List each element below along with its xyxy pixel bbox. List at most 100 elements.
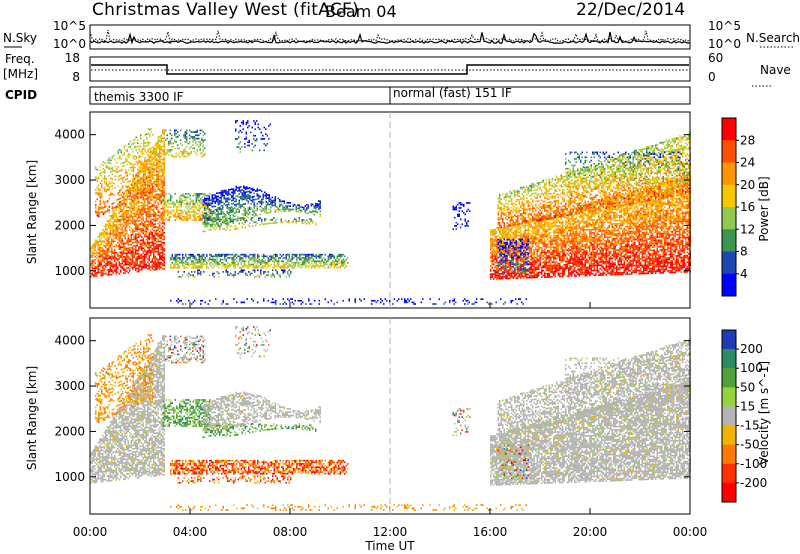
power-echo-cell	[242, 301, 244, 304]
power-echo-cell	[126, 216, 128, 219]
power-echo-cell	[198, 265, 200, 267]
power-echo-cell	[231, 199, 233, 202]
power-echo-cell	[102, 268, 104, 270]
power-echo-cell	[309, 257, 311, 259]
power-echo-cell	[162, 259, 164, 262]
power-echo-cell	[204, 220, 206, 223]
power-echo-cell	[99, 245, 101, 248]
power-echo-cell	[126, 181, 128, 184]
power-echo-cell	[252, 200, 254, 203]
power-echo-cell	[273, 265, 275, 267]
power-echo-cell	[147, 268, 149, 270]
power-echo-cell	[147, 140, 149, 143]
power-echo-cell	[186, 257, 188, 259]
power-echo-cell	[148, 194, 150, 197]
power-echo-cell	[213, 205, 215, 208]
power-echo-cell	[502, 251, 504, 254]
power-echo-cell	[232, 197, 234, 200]
power-echo-cell	[249, 211, 251, 214]
power-echo-cell	[129, 167, 131, 169]
power-echo-cell	[160, 191, 162, 194]
power-echo-cell	[93, 244, 95, 247]
power-echo-cell	[106, 231, 108, 234]
power-echo-cell	[195, 257, 197, 259]
power-echo-cell	[268, 195, 270, 198]
power-echo-cell	[216, 255, 218, 258]
power-echo-cell	[471, 303, 473, 305]
power-echo-cell	[165, 204, 167, 207]
power-echo-cell	[503, 227, 505, 229]
power-echo-cell	[141, 151, 143, 154]
power-echo-cell	[225, 189, 227, 192]
power-echo-cell	[139, 229, 141, 232]
power-echo-cell	[245, 272, 247, 275]
power-echo-cell	[148, 249, 150, 252]
power-echo-cell	[100, 247, 102, 249]
power-echo-cell	[159, 263, 161, 266]
power-echo-cell	[152, 186, 154, 188]
power-echo-cell	[147, 207, 149, 210]
power-echo-cell	[147, 176, 149, 179]
power-echo-cell	[173, 204, 175, 207]
power-echo-cell	[109, 260, 111, 263]
power-echo-cell	[102, 211, 104, 214]
power-echo-cell	[186, 212, 188, 215]
power-echo-cell	[235, 187, 237, 189]
power-echo-cell	[336, 261, 338, 264]
power-echo-cell	[318, 203, 320, 206]
power-echo-cell	[226, 219, 228, 222]
power-echo-cell	[323, 263, 325, 266]
power-echo-cell	[129, 261, 131, 264]
power-echo-cell	[159, 168, 161, 171]
power-echo-cell	[119, 170, 121, 172]
power-echo-cell	[210, 212, 212, 214]
power-echo-cell	[170, 212, 172, 215]
power-echo-cell	[112, 234, 114, 236]
power-echo-cell	[157, 160, 159, 163]
power-echo-cell	[117, 175, 119, 178]
power-echo-cell	[282, 200, 284, 203]
power-echo-cell	[203, 206, 205, 208]
power-echo-cell	[255, 221, 257, 224]
power-echo-cell	[228, 274, 230, 276]
power-echo-cell	[199, 142, 201, 145]
power-echo-cell	[247, 224, 249, 226]
power-echo-cell	[305, 266, 307, 269]
power-echo-cell	[111, 226, 113, 228]
power-echo-cell	[276, 253, 278, 256]
power-echo-cell	[238, 211, 240, 213]
power-echo-cell	[146, 161, 148, 163]
power-echo-cell	[263, 149, 265, 152]
power-echo-cell	[247, 207, 249, 209]
power-echo-cell	[197, 260, 199, 262]
power-echo-cell	[128, 143, 130, 145]
power-echo-cell	[150, 251, 152, 254]
power-echo-cell	[242, 266, 244, 269]
power-echo-cell	[160, 149, 162, 151]
power-echo-cell	[123, 220, 125, 222]
power-echo-cell	[276, 221, 278, 224]
power-echo-cell	[251, 258, 253, 261]
power-echo-cell	[259, 213, 261, 216]
power-echo-cell	[505, 251, 507, 254]
power-echo-cell	[254, 257, 256, 259]
power-echo-cell	[339, 253, 341, 256]
noise-right-tick-top: 10^5	[708, 19, 741, 33]
power-echo-cell	[132, 183, 134, 186]
power-echo-cell	[250, 217, 252, 219]
power-echo-cell	[196, 144, 198, 146]
power-echo-cell	[208, 197, 210, 200]
power-echo-cell	[496, 261, 498, 264]
power-echo-cell	[147, 220, 149, 223]
power-echo-cell	[152, 151, 154, 154]
power-echo-cell	[141, 181, 143, 183]
power-echo-cell	[180, 129, 182, 132]
power-echo-cell	[186, 137, 188, 140]
power-echo-cell	[180, 260, 182, 262]
power-echo-cell	[303, 206, 305, 209]
power-echo-cell	[490, 239, 492, 241]
power-echo-cell	[249, 187, 251, 189]
power-echo-cell	[105, 246, 107, 249]
power-echo-cell	[129, 225, 131, 228]
power-echo-cell	[174, 202, 176, 205]
